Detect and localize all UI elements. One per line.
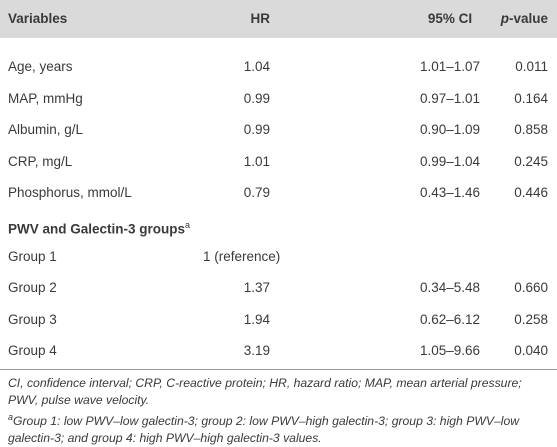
footnote-text: Group 1: low PWV–low galectin-3; group 2… (8, 414, 520, 446)
cell-value: 0.858 (514, 122, 548, 138)
cell-value: 0.99 (243, 122, 270, 138)
cell-value: 0.660 (514, 280, 548, 296)
footnote: CI, confidence interval; CRP, C-reactive… (8, 376, 522, 407)
cell-value: 0.34–5.48 (419, 280, 481, 296)
cell-value: 0.99–1.04 (419, 153, 481, 169)
column-header: p-value (501, 10, 548, 28)
row-label: Group 2 (8, 280, 57, 296)
cell-value: 0.79 (243, 185, 270, 201)
footnote-marker: a (8, 412, 14, 422)
cell-value: 1.01–1.07 (419, 59, 481, 74)
row-label: MAP, mmHg (8, 90, 83, 106)
column-header: Variables (8, 11, 68, 26)
cell-value: 0.43–1.46 (419, 185, 481, 201)
row-label: Group 1 (8, 248, 57, 264)
header-text: -value (508, 11, 548, 26)
cell-value: 1.37 (243, 280, 270, 296)
cell-value: 0.245 (514, 153, 548, 169)
cell-value: 1.05–9.66 (419, 343, 481, 359)
column-header: HR (250, 11, 271, 26)
row-label: CRP, mg/L (8, 153, 73, 169)
header-background (0, 0, 557, 38)
footnote-a: aGroup 1: low PWV–low galectin-3; group … (8, 409, 553, 447)
cell-value: 1 (reference) (203, 248, 281, 264)
row-label: Phosphorus, mmol/L (8, 185, 132, 201)
cell-value: 0.99 (243, 90, 270, 106)
cell-value: 0.62–6.12 (419, 311, 481, 327)
cell-value: 0.011 (515, 59, 548, 74)
row-label: Albumin, g/L (8, 122, 84, 138)
cell-value: 1.04 (243, 59, 270, 74)
cell-value: 0.040 (514, 343, 548, 359)
cell-value: 0.164 (514, 90, 548, 106)
section-title: PWV and Galectin-3 groupsa (8, 216, 190, 239)
section-marker: a (185, 220, 191, 230)
cell-value: 1.94 (243, 311, 270, 327)
row-label: Age, years (8, 59, 73, 74)
column-header: 95% CI (427, 11, 473, 26)
cell-value: 3.19 (243, 343, 270, 359)
row-label: Group 3 (8, 311, 57, 327)
cell-value: 1.01 (243, 153, 270, 169)
cell-value: 0.90–1.09 (419, 122, 481, 138)
section-text: PWV and Galectin-3 groups (8, 221, 186, 237)
header-italic: p (500, 11, 509, 26)
cell-value: 0.258 (514, 311, 548, 327)
cell-value: 0.446 (514, 185, 548, 201)
row-label: Group 4 (8, 343, 57, 359)
bottom-rule (0, 369, 557, 370)
cell-value: 0.97–1.01 (419, 90, 481, 106)
